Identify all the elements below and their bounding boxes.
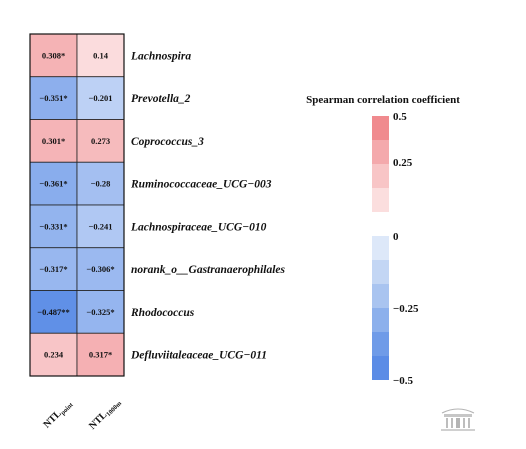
legend-tick-label: −0.25 [393,303,419,315]
building-seal-icon [441,408,475,431]
cell-value-label: −0.201 [89,93,113,103]
legend-swatch [372,308,389,332]
legend-swatch [372,164,389,188]
heatmap-cell [76,290,125,334]
cell-value-label: 0.14 [93,50,109,60]
cell-value-label: 0.273 [91,136,110,146]
row-label: Defluviitaleaceae_UCG−011 [130,350,267,362]
cell-value-label: −0.361* [39,179,67,189]
legend-swatch [372,356,389,380]
cell-value-label: 0.234 [44,350,64,360]
cell-value-label: 0.317* [89,350,112,360]
cell-value-label: −0.28 [91,179,111,189]
legend-tick-label: 0 [393,231,399,243]
heatmap-cell [76,204,125,249]
cell-value-label: 0.308* [42,50,65,60]
legend-tick-label: 0.5 [393,111,407,123]
heatmap-border [29,33,125,377]
legend-swatch [372,284,389,308]
legend-swatch [372,332,389,356]
row-label: Lachnospiraceae_UCG−010 [130,221,267,233]
cell-value-label: 0.301* [42,136,65,146]
row-label: Prevotella_2 [131,93,191,105]
cell-value-label: −0.317* [39,264,67,274]
row-label: norank_o__Gastranaerophilales [131,264,286,276]
heatmap-cell [76,332,125,377]
heatmap-cell [29,76,78,120]
cell-value-label: −0.241 [89,221,113,231]
row-label: Rhodococcus [130,307,195,319]
legend-swatch [372,236,389,260]
cell-value-label: −0.351* [39,93,67,103]
heatmap-cell [76,161,125,206]
row-label: Lachnospira [130,50,191,62]
heatmap-cell [29,33,78,78]
legend-swatch [372,140,389,164]
legend-swatch [372,188,389,212]
row-label: Coprococcus_3 [131,136,204,148]
heatmap-cell [76,119,125,163]
cell-value-label: −0.331* [39,221,67,231]
legend-swatch [372,260,389,284]
heatmap-cell [76,247,125,291]
legend-title: Spearman correlation coefficient [306,94,460,106]
row-label: Ruminococcaceae_UCG−003 [130,179,272,191]
legend-tick-label: −0.5 [393,375,414,387]
cell-value-label: −0.306* [86,264,114,274]
cell-value-label: −0.325* [86,307,114,317]
column-label: NTL1000m [87,396,123,432]
heatmap-cell [76,33,125,78]
legend-swatch [372,116,389,140]
legend-tick-label: 0.25 [393,157,413,169]
column-label: NTLpoint [41,397,75,431]
cell-value-label: −0.487** [37,307,69,317]
